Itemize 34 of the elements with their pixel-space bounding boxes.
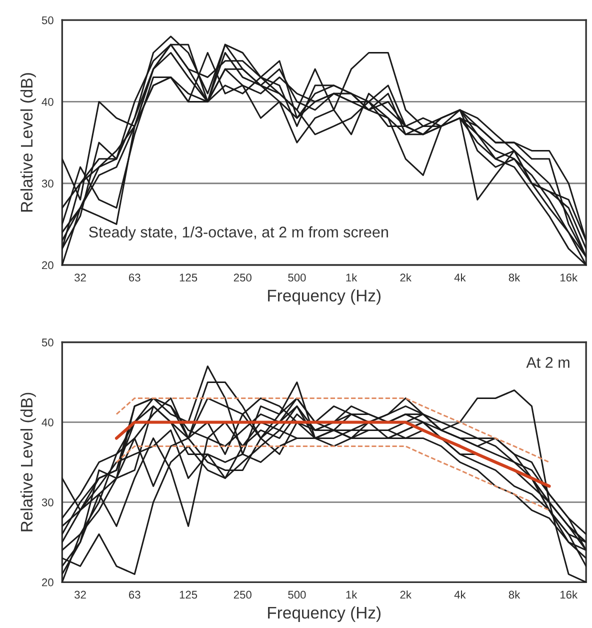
y-tick-label: 30: [42, 180, 54, 188]
y-tick-label: 50: [42, 338, 54, 346]
x-tick-label: 1k: [346, 273, 358, 282]
x-tick-label: 16k: [560, 590, 578, 599]
x-tick-label: 250: [234, 590, 252, 599]
x-tick-label: 125: [180, 274, 198, 282]
annotation: At 2 m: [526, 357, 570, 368]
y-tick-label: 40: [42, 418, 54, 426]
x-tick-label: 1k: [346, 590, 358, 599]
y-axis-title: Relative Level (dB): [20, 392, 36, 532]
y-tick-label: 20: [42, 261, 54, 270]
x-tick-label: 2k: [400, 273, 412, 282]
y-tick-label: 50: [42, 16, 54, 24]
x-tick-label: 125: [180, 590, 198, 599]
x-tick-label: 63: [128, 590, 140, 599]
x-tick-label: 8k: [508, 273, 520, 282]
annotation: Steady state, 1/3-octave, at 2 m from screen: [89, 226, 388, 241]
y-tick-label: 30: [42, 498, 54, 506]
x-tick-label: 32: [74, 274, 86, 282]
x-tick-label: 63: [128, 274, 140, 282]
x-tick-label: 500: [288, 274, 306, 282]
x-tick-label: 2k: [400, 590, 412, 599]
x-tick-label: 16k: [560, 273, 578, 282]
y-tick-label: 40: [42, 98, 54, 106]
x-axis-title: Frequency (Hz): [268, 606, 381, 622]
x-axis-title: Frequency (Hz): [268, 289, 381, 305]
y-axis-title: Relative Level (dB): [20, 73, 36, 212]
x-tick-label: 4k: [454, 273, 466, 282]
y-tick-label: 20: [42, 578, 54, 586]
x-tick-label: 500: [288, 590, 306, 599]
x-tick-label: 8k: [508, 590, 520, 599]
x-tick-label: 250: [234, 274, 252, 282]
x-tick-label: 4k: [454, 590, 466, 599]
x-tick-label: 32: [74, 590, 86, 599]
